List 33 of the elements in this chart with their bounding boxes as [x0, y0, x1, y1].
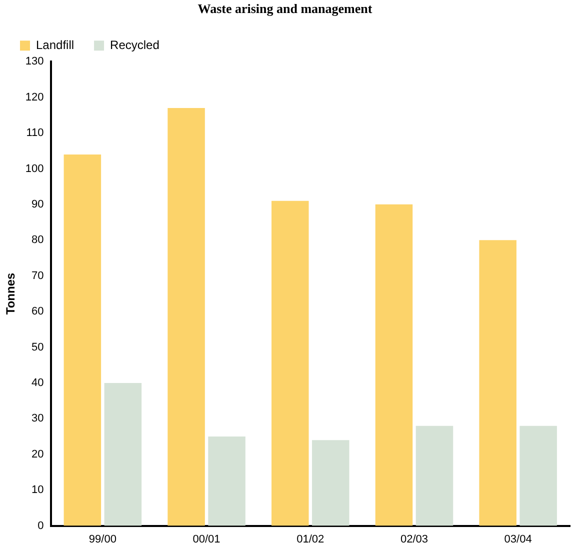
bar	[208, 436, 246, 526]
bar	[104, 382, 142, 526]
y-tick-label: 90	[32, 198, 44, 210]
bar	[479, 240, 516, 526]
y-tick-label: 20	[32, 448, 44, 460]
x-tick-label: 03/04	[504, 533, 532, 546]
y-tick-label: 30	[32, 412, 44, 425]
y-tick-label: 60	[32, 306, 44, 318]
y-tick-label: 130	[25, 56, 44, 68]
bar	[520, 426, 557, 526]
y-tick-label: 10	[32, 484, 44, 496]
legend-label: Landfill	[36, 38, 74, 52]
y-tick-label: 40	[32, 377, 44, 389]
x-tick-label: 00/01	[192, 533, 220, 546]
x-tick-label: 99/00	[88, 533, 116, 546]
bar	[312, 440, 350, 526]
x-tick-label: 01/02	[296, 533, 324, 546]
chart-title: Waste arising and management	[198, 1, 373, 16]
y-tick-label: 110	[26, 127, 44, 140]
x-tick-label: 02/03	[400, 533, 428, 546]
bar	[168, 108, 205, 526]
y-tick-label: 100	[25, 162, 44, 175]
y-axis-title: Tonnes	[4, 272, 18, 315]
bar	[64, 154, 102, 526]
y-tick-label: 70	[32, 270, 44, 282]
y-tick-label: 120	[25, 91, 44, 104]
bar	[416, 426, 454, 526]
bar	[271, 200, 309, 526]
y-tick-label: 0	[38, 520, 44, 532]
y-tick-label: 50	[32, 341, 44, 354]
legend-label: Recycled	[110, 38, 160, 52]
y-tick-label: 80	[32, 234, 44, 246]
bar	[375, 204, 413, 526]
